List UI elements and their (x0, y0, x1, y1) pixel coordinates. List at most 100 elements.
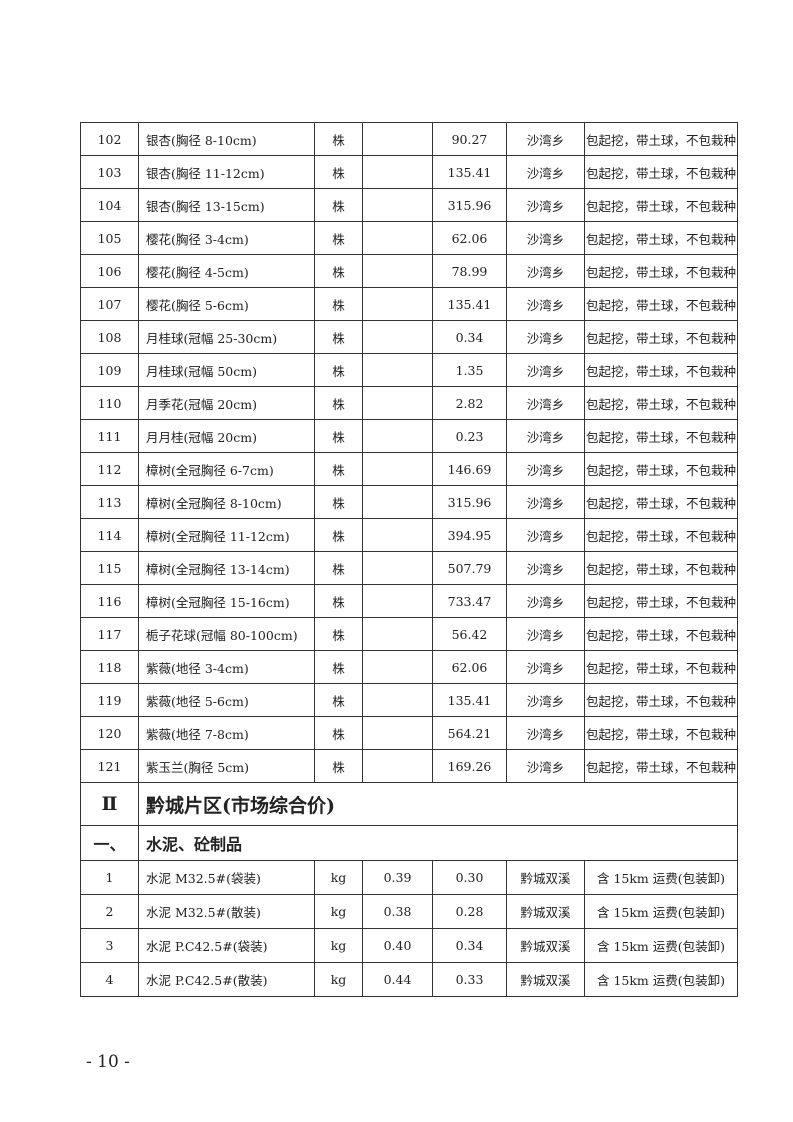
cell-note: 含 15km 运费(包装卸) (584, 928, 738, 963)
cell-place: 黔城双溪 (506, 962, 585, 997)
cell-place: 沙湾乡 (506, 386, 585, 420)
cell-price1 (362, 749, 433, 783)
cell-name: 月季花(冠幅 20cm) (138, 386, 315, 420)
cell-place: 黔城双溪 (506, 860, 585, 895)
cell-price2: 78.99 (432, 254, 507, 288)
cell-no: 107 (80, 287, 139, 321)
cell-note: 包起挖，带土球，不包栽种 (584, 518, 738, 552)
cell-price1 (362, 221, 433, 255)
cell-name: 银杏(胸径 13-15cm) (138, 188, 315, 222)
cell-note: 包起挖，带土球，不包栽种 (584, 419, 738, 453)
section-number: Ⅱ (80, 782, 139, 826)
cell-note: 包起挖，带土球，不包栽种 (584, 749, 738, 783)
cell-price2: 90.27 (432, 122, 507, 156)
cell-price2: 1.35 (432, 353, 507, 387)
cell-price1 (362, 716, 433, 750)
cell-place: 沙湾乡 (506, 551, 585, 585)
cell-no: 116 (80, 584, 139, 618)
cell-name: 紫薇(地径 3-4cm) (138, 650, 315, 684)
cell-price2: 564.21 (432, 716, 507, 750)
cell-price2: 0.34 (432, 320, 507, 354)
table-row: 103 银杏(胸径 11-12cm) 株 135.41 沙湾乡 包起挖，带土球，不包栽种 (80, 155, 738, 189)
cell-place: 沙湾乡 (506, 584, 585, 618)
cell-price1 (362, 419, 433, 453)
cell-name: 樟树(全冠胸径 11-12cm) (138, 518, 315, 552)
cell-unit: 株 (314, 716, 363, 750)
cell-price1 (362, 584, 433, 618)
cell-no: 104 (80, 188, 139, 222)
cell-note: 包起挖，带土球，不包栽种 (584, 254, 738, 288)
table-row: 117 栀子花球(冠幅 80-100cm) 株 56.42 沙湾乡 包起挖，带土球，不包栽… (80, 617, 738, 651)
cell-unit: 株 (314, 650, 363, 684)
cell-place: 沙湾乡 (506, 155, 585, 189)
cell-no: 111 (80, 419, 139, 453)
cell-unit: 株 (314, 518, 363, 552)
cell-price2: 135.41 (432, 155, 507, 189)
cell-price2: 0.33 (432, 962, 507, 997)
cell-note: 包起挖，带土球，不包栽种 (584, 485, 738, 519)
cell-place: 沙湾乡 (506, 221, 585, 255)
cell-price2: 135.41 (432, 287, 507, 321)
cell-name: 月月桂(冠幅 20cm) (138, 419, 315, 453)
cell-note: 包起挖，带土球，不包栽种 (584, 617, 738, 651)
cell-price1: 0.38 (362, 894, 433, 929)
cell-price2: 62.06 (432, 650, 507, 684)
cell-note: 包起挖，带土球，不包栽种 (584, 584, 738, 618)
cell-price2: 0.30 (432, 860, 507, 895)
cell-unit: 株 (314, 452, 363, 486)
cell-price2: 146.69 (432, 452, 507, 486)
cell-price2: 0.34 (432, 928, 507, 963)
cell-price1: 0.44 (362, 962, 433, 997)
cell-note: 包起挖，带土球，不包栽种 (584, 122, 738, 156)
cell-note: 包起挖，带土球，不包栽种 (584, 353, 738, 387)
section-row: Ⅱ 黔城片区(市场综合价) (80, 782, 738, 826)
table-row: 111 月月桂(冠幅 20cm) 株 0.23 沙湾乡 包起挖，带土球，不包栽种 (80, 419, 738, 453)
cell-name: 水泥 M32.5#(袋装) (138, 860, 315, 895)
table-row: 108 月桂球(冠幅 25-30cm) 株 0.34 沙湾乡 包起挖，带土球，不包栽种 (80, 320, 738, 354)
table-row: 116 樟树(全冠胸径 15-16cm) 株 733.47 沙湾乡 包起挖，带土球，不包栽… (80, 584, 738, 618)
cell-unit: 株 (314, 386, 363, 420)
cell-price1 (362, 485, 433, 519)
cell-place: 沙湾乡 (506, 122, 585, 156)
cell-unit: 株 (314, 122, 363, 156)
cell-note: 包起挖，带土球，不包栽种 (584, 155, 738, 189)
cell-price1 (362, 386, 433, 420)
cell-unit: 株 (314, 155, 363, 189)
cell-price2: 135.41 (432, 683, 507, 717)
cell-place: 沙湾乡 (506, 518, 585, 552)
cell-price1 (362, 617, 433, 651)
cell-unit: 株 (314, 749, 363, 783)
cell-price2: 169.26 (432, 749, 507, 783)
table-row: 121 紫玉兰(胸径 5cm) 株 169.26 沙湾乡 包起挖，带土球，不包栽种 (80, 749, 738, 783)
subsection-title: 水泥、砼制品 (138, 825, 738, 861)
cell-name: 银杏(胸径 11-12cm) (138, 155, 315, 189)
cell-place: 沙湾乡 (506, 650, 585, 684)
table-row: 1 水泥 M32.5#(袋装) kg 0.39 0.30 黔城双溪含 15km 运费(包装… (80, 860, 738, 895)
cell-no: 105 (80, 221, 139, 255)
cell-price1 (362, 254, 433, 288)
cell-note: 包起挖，带土球，不包栽种 (584, 716, 738, 750)
cell-note: 包起挖，带土球，不包栽种 (584, 188, 738, 222)
cell-no: 2 (80, 894, 139, 929)
table-row: 102 银杏(胸径 8-10cm) 株 90.27 沙湾乡 包起挖，带土球，不包栽种 (80, 122, 738, 156)
cell-name: 银杏(胸径 8-10cm) (138, 122, 315, 156)
cell-unit: 株 (314, 320, 363, 354)
cell-price2: 0.23 (432, 419, 507, 453)
cell-price2: 315.96 (432, 485, 507, 519)
cell-name: 紫薇(地径 5-6cm) (138, 683, 315, 717)
cell-price2: 2.82 (432, 386, 507, 420)
cell-price2: 315.96 (432, 188, 507, 222)
cell-name: 水泥 M32.5#(散装) (138, 894, 315, 929)
cell-price1 (362, 155, 433, 189)
cell-price2: 507.79 (432, 551, 507, 585)
cell-name: 栀子花球(冠幅 80-100cm) (138, 617, 315, 651)
table-row: 105 樱花(胸径 3-4cm) 株 62.06 沙湾乡 包起挖，带土球，不包栽种 (80, 221, 738, 255)
table-row: 114 樟树(全冠胸径 11-12cm) 株 394.95 沙湾乡 包起挖，带土球，不包栽… (80, 518, 738, 552)
cell-place: 沙湾乡 (506, 419, 585, 453)
cell-unit: 株 (314, 551, 363, 585)
section-title: 黔城片区(市场综合价) (138, 782, 738, 826)
cell-place: 沙湾乡 (506, 353, 585, 387)
cell-price2: 733.47 (432, 584, 507, 618)
cell-price1 (362, 551, 433, 585)
price-table: 102 银杏(胸径 8-10cm) 株 90.27 沙湾乡 包起挖，带土球，不包栽种 103… (80, 122, 738, 997)
